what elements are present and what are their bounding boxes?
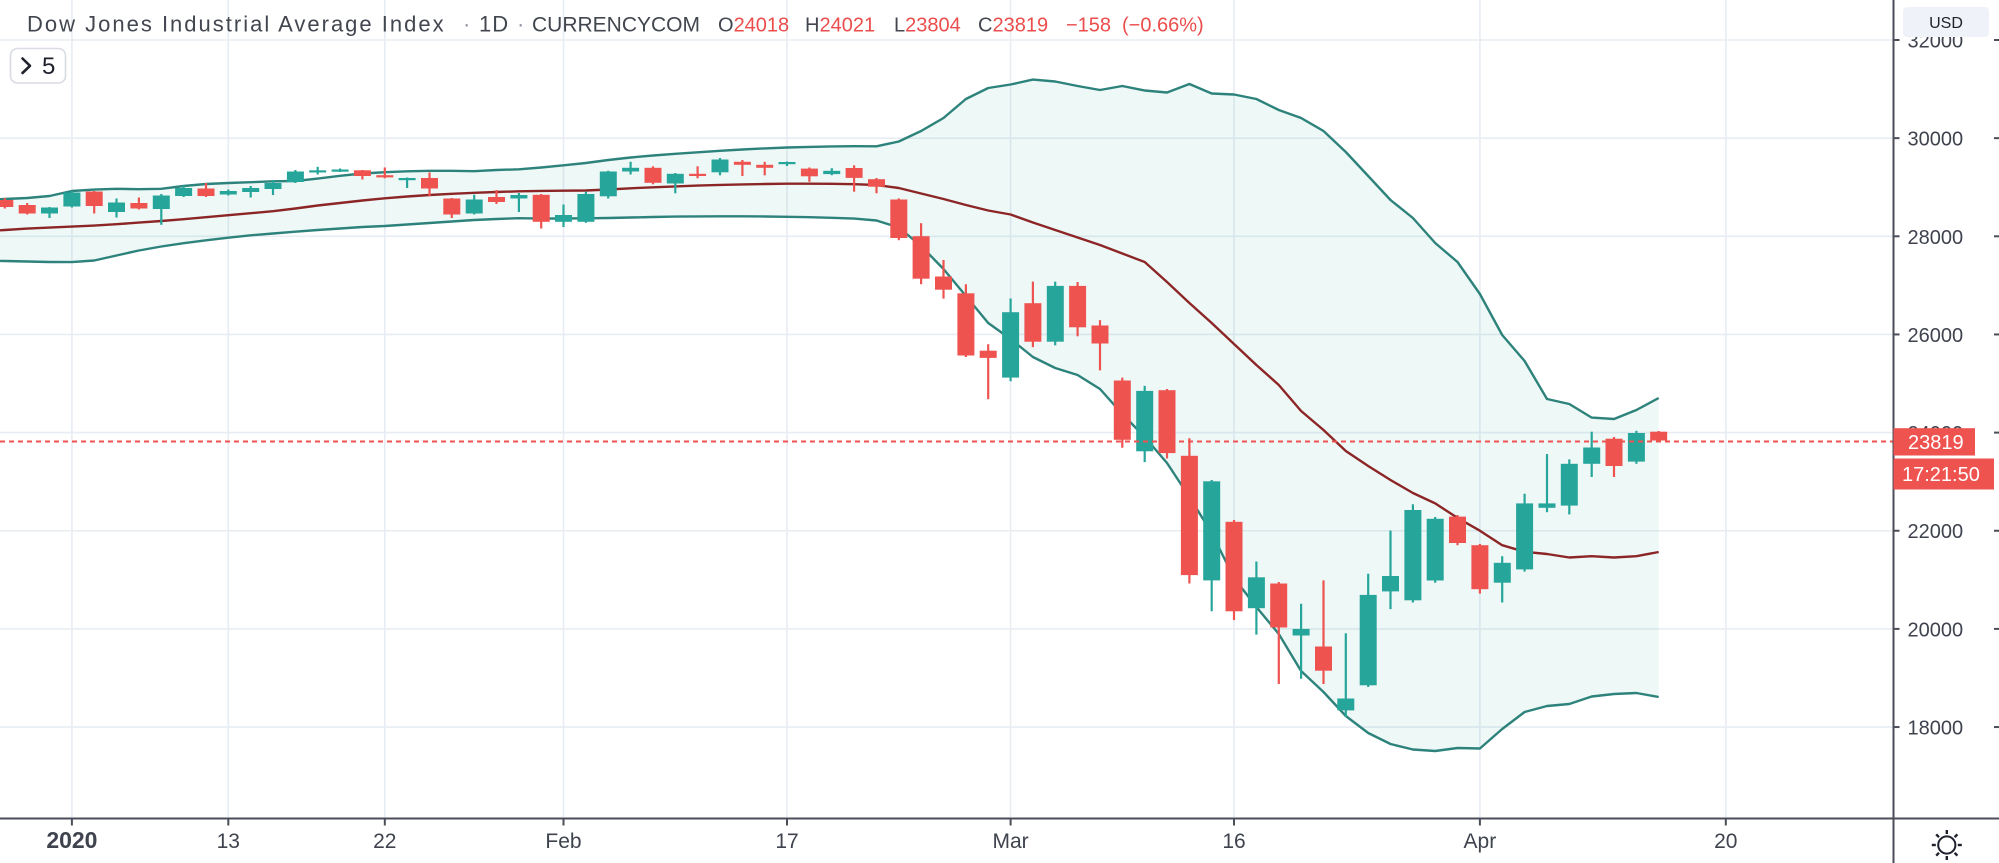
svg-text:O24018: O24018: [718, 15, 789, 37]
svg-text:22: 22: [373, 830, 396, 853]
svg-text:20000: 20000: [1908, 619, 1964, 641]
svg-text:·: ·: [463, 12, 470, 37]
svg-text:CURRENCYCOM: CURRENCYCOM: [532, 14, 700, 37]
svg-text:C23819: C23819: [978, 15, 1048, 37]
svg-text:(−0.66%): (−0.66%): [1122, 15, 1204, 37]
svg-text:Feb: Feb: [545, 830, 581, 853]
svg-text:28000: 28000: [1908, 227, 1964, 249]
svg-text:22000: 22000: [1908, 521, 1964, 543]
svg-text:17:21:50: 17:21:50: [1902, 464, 1980, 486]
svg-text:·: ·: [517, 12, 524, 37]
svg-text:USD: USD: [1929, 15, 1963, 32]
svg-text:Apr: Apr: [1464, 830, 1497, 853]
svg-text:13: 13: [217, 830, 240, 853]
svg-text:H24021: H24021: [805, 15, 875, 37]
svg-text:2020: 2020: [46, 827, 97, 853]
svg-text:Mar: Mar: [993, 830, 1029, 853]
svg-text:30000: 30000: [1908, 129, 1964, 151]
svg-text:17: 17: [775, 830, 798, 853]
svg-text:L23804: L23804: [894, 15, 961, 37]
svg-text:20: 20: [1714, 830, 1737, 853]
svg-text:18000: 18000: [1908, 718, 1964, 740]
svg-text:26000: 26000: [1908, 325, 1964, 347]
svg-text:16: 16: [1222, 830, 1245, 853]
svg-text:1D: 1D: [479, 12, 509, 37]
svg-text:−158: −158: [1066, 15, 1111, 37]
svg-text:5: 5: [42, 53, 55, 80]
svg-text:Dow Jones Industrial Average I: Dow Jones Industrial Average Index: [27, 12, 446, 37]
svg-text:23819: 23819: [1908, 432, 1964, 454]
